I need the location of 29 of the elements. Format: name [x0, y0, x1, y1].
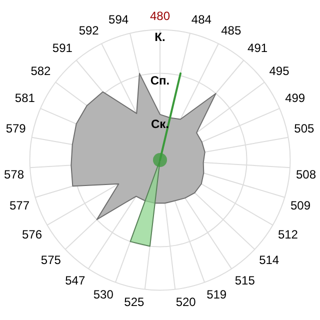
spoke-label: 484 — [191, 12, 212, 27]
spoke-label: 519 — [206, 288, 227, 302]
spoke-label: 575 — [40, 252, 62, 267]
spoke-label: 577 — [9, 198, 30, 213]
y-tick-label: К. — [154, 30, 166, 44]
spoke-label: 495 — [269, 64, 290, 78]
spoke-label: 508 — [296, 167, 316, 182]
spoke-label: 576 — [22, 228, 42, 242]
spoke-label: 499 — [285, 91, 306, 106]
spoke-label: 514 — [259, 252, 280, 267]
spoke-label: 578 — [4, 167, 24, 182]
spoke-label: 582 — [30, 64, 52, 78]
y-tick-label: Сп. — [150, 74, 170, 88]
spoke-label: 581 — [14, 91, 36, 106]
spoke-label: 485 — [221, 23, 242, 38]
spoke-label: 591 — [52, 40, 73, 55]
spoke-label: 512 — [278, 228, 298, 242]
spoke-label: 505 — [294, 121, 314, 136]
spoke-label: 579 — [6, 121, 26, 136]
spoke-label: 525 — [124, 294, 145, 309]
spoke-label: 547 — [65, 273, 86, 288]
spoke-label: 491 — [248, 40, 268, 55]
spoke-label: 515 — [234, 273, 256, 288]
spoke-label: 520 — [176, 294, 196, 309]
spoke-label: 592 — [78, 23, 100, 38]
spoke-label: 530 — [93, 288, 114, 302]
spoke-label: 509 — [290, 198, 311, 213]
spoke-label: 480 — [150, 8, 170, 23]
spoke-label: 594 — [108, 12, 129, 27]
